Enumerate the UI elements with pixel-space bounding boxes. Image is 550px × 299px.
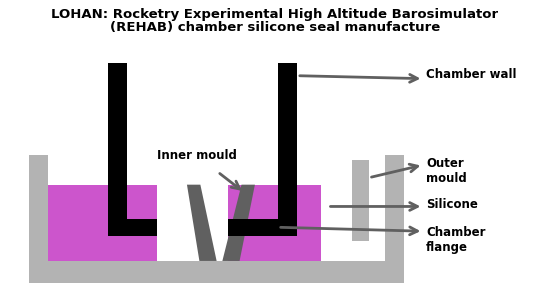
Text: Chamber
flange: Chamber flange	[426, 226, 486, 254]
Polygon shape	[187, 185, 217, 261]
Bar	[351, 160, 369, 241]
Bar	[29, 261, 404, 283]
Bar	[29, 261, 404, 283]
Text: Inner mould: Inner mould	[157, 149, 237, 162]
Text: (REHAB) chamber silicone seal manufacture: (REHAB) chamber silicone seal manufactur…	[110, 21, 440, 34]
Bar	[385, 155, 404, 279]
Bar	[29, 155, 48, 279]
Text: Outer
mould: Outer mould	[426, 157, 467, 185]
Bar	[385, 155, 404, 279]
Bar	[278, 63, 297, 236]
Bar	[108, 219, 157, 236]
Bar	[228, 219, 278, 236]
Text: Silicone: Silicone	[426, 198, 478, 211]
Bar	[29, 155, 48, 279]
Text: LOHAN: Rocketry Experimental High Altitude Barosimulator: LOHAN: Rocketry Experimental High Altitu…	[52, 8, 498, 21]
Polygon shape	[222, 185, 255, 261]
Bar	[228, 185, 321, 261]
Bar	[108, 63, 126, 236]
Text: Chamber wall: Chamber wall	[426, 68, 516, 81]
Bar	[48, 185, 157, 261]
